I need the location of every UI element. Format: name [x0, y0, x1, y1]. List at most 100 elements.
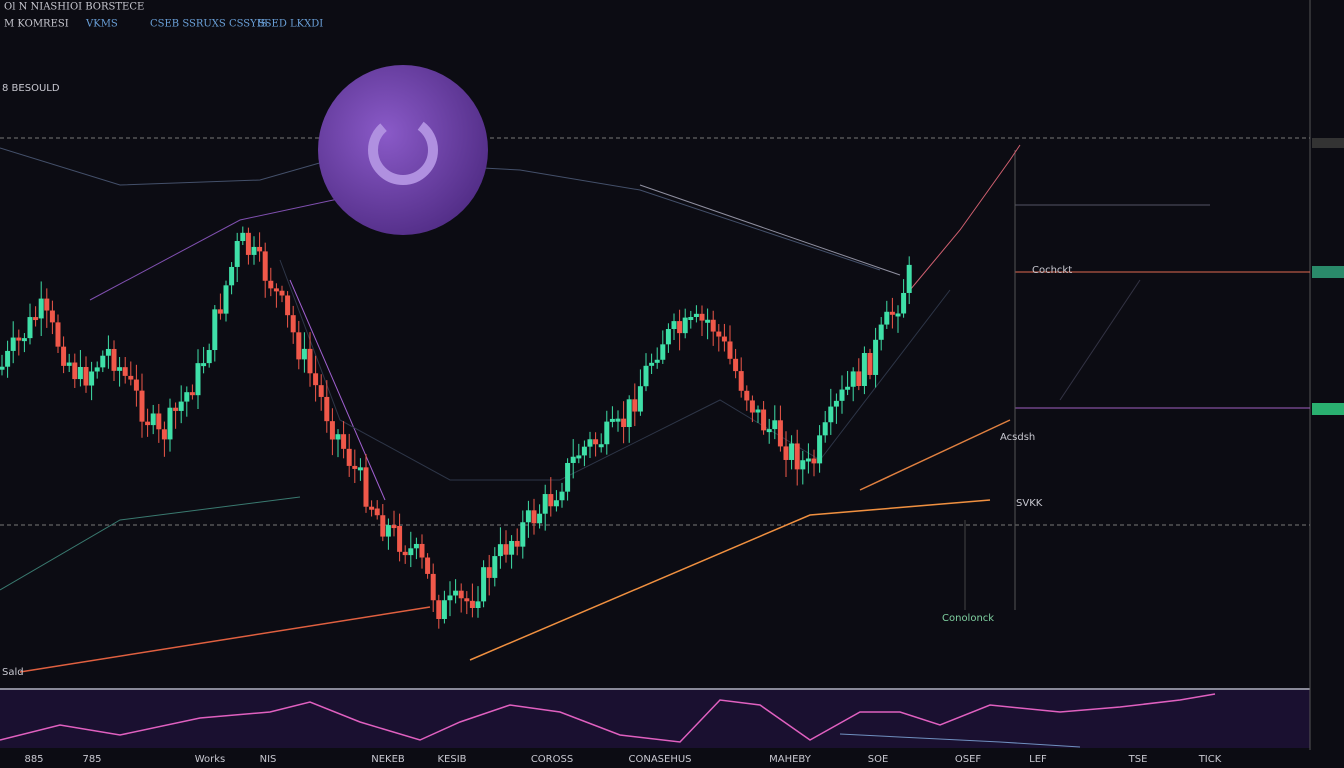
x-tick-label: 885: [24, 754, 43, 765]
candle-body: [223, 285, 229, 314]
x-tick-label: CONASEHUS: [628, 754, 691, 765]
candle-body: [811, 458, 817, 464]
label: Conolonck: [942, 613, 994, 624]
candles: [0, 226, 912, 629]
candle-body: [229, 266, 235, 286]
candle-body: [38, 298, 44, 319]
candle-body: [408, 548, 414, 556]
candle-body: [626, 399, 632, 428]
candle-body: [453, 590, 459, 596]
candle-body: [335, 434, 341, 440]
candle-body: [374, 508, 380, 516]
price-tag: [1312, 266, 1344, 278]
candle-body: [419, 543, 425, 558]
candle-body: [721, 336, 727, 342]
candle-body: [380, 515, 386, 537]
candle-body: [509, 540, 515, 555]
candle-body: [643, 365, 649, 387]
tag: CSEB SSRUXS CSSYIS: [150, 19, 268, 30]
candle-body: [783, 446, 789, 460]
candle-body: [234, 241, 240, 267]
candle-body: [206, 350, 212, 364]
candle-body: [212, 309, 218, 351]
price-tag: [1312, 403, 1344, 415]
candle-body: [817, 435, 823, 464]
x-tick-label: COROSS: [531, 754, 573, 765]
candle-body: [167, 407, 173, 440]
candle-body: [10, 337, 16, 351]
candle-body: [441, 600, 447, 620]
x-tick-label: LEF: [1029, 754, 1047, 765]
candle-body: [637, 386, 643, 412]
candle-body: [845, 386, 851, 390]
x-tick-label: NIS: [260, 754, 277, 765]
candle-body: [861, 353, 867, 386]
candle-body: [94, 367, 100, 372]
candle-body: [173, 407, 179, 411]
candle-body: [677, 321, 683, 334]
candle-body: [609, 418, 615, 422]
candle-body: [761, 409, 767, 431]
candle-body: [397, 525, 403, 552]
candle-body: [777, 420, 783, 447]
candle-body: [492, 556, 498, 578]
candle-body: [850, 371, 856, 387]
candle-body: [749, 400, 755, 413]
subtitle: M KOMRESI: [4, 19, 69, 30]
candle-body: [33, 317, 39, 321]
candle-body: [615, 418, 621, 422]
candle-body: [279, 290, 285, 296]
candle-body: [307, 348, 313, 374]
candle-body: [699, 313, 705, 321]
candle-body: [822, 422, 828, 436]
label: Cochckt: [1032, 265, 1072, 276]
candle-body: [391, 525, 397, 529]
candle-body: [346, 448, 352, 466]
title: Ol N NIASHIOI BORSTECE: [4, 2, 144, 13]
x-tick-label: TSE: [1128, 754, 1148, 765]
candle-body: [565, 462, 571, 492]
candle-body: [682, 317, 688, 334]
candle-body: [318, 385, 324, 397]
candle-body: [895, 313, 901, 317]
candle-body: [878, 324, 884, 340]
x-tick-label: 785: [82, 754, 101, 765]
candle-body: [766, 429, 772, 433]
candle-body: [559, 491, 565, 501]
candle-body: [117, 367, 123, 371]
candle-body: [621, 418, 627, 428]
candle-body: [520, 522, 526, 547]
candle-body: [548, 494, 554, 507]
candle-body: [537, 513, 543, 524]
candle-body: [341, 434, 347, 449]
candle-body: [553, 500, 559, 507]
candle-body: [839, 389, 845, 401]
candle-body: [660, 344, 666, 360]
candle-body: [604, 421, 610, 445]
candle-body: [251, 246, 257, 255]
candle-body: [352, 465, 358, 469]
candle-body: [133, 379, 139, 391]
candle-body: [744, 390, 750, 401]
candle-body: [413, 543, 419, 549]
candle-body: [100, 355, 106, 368]
x-tick-label: NEKEB: [371, 754, 405, 765]
candle-body: [257, 246, 263, 252]
candle-body: [665, 329, 671, 345]
candle-body: [884, 311, 890, 325]
candle-body: [447, 595, 453, 601]
candle-body: [649, 362, 655, 366]
candle-body: [570, 456, 576, 463]
candle-body: [313, 373, 319, 386]
candle-body: [145, 421, 151, 426]
tag: VKMS: [85, 19, 118, 30]
candle-body: [542, 494, 548, 514]
candle-body: [464, 598, 470, 602]
candle-body: [800, 460, 806, 470]
trend-line: [909, 144, 1021, 291]
candle-body: [329, 421, 335, 440]
trend-line: [289, 279, 386, 501]
candle-body: [262, 251, 268, 281]
candle-body: [21, 338, 27, 342]
